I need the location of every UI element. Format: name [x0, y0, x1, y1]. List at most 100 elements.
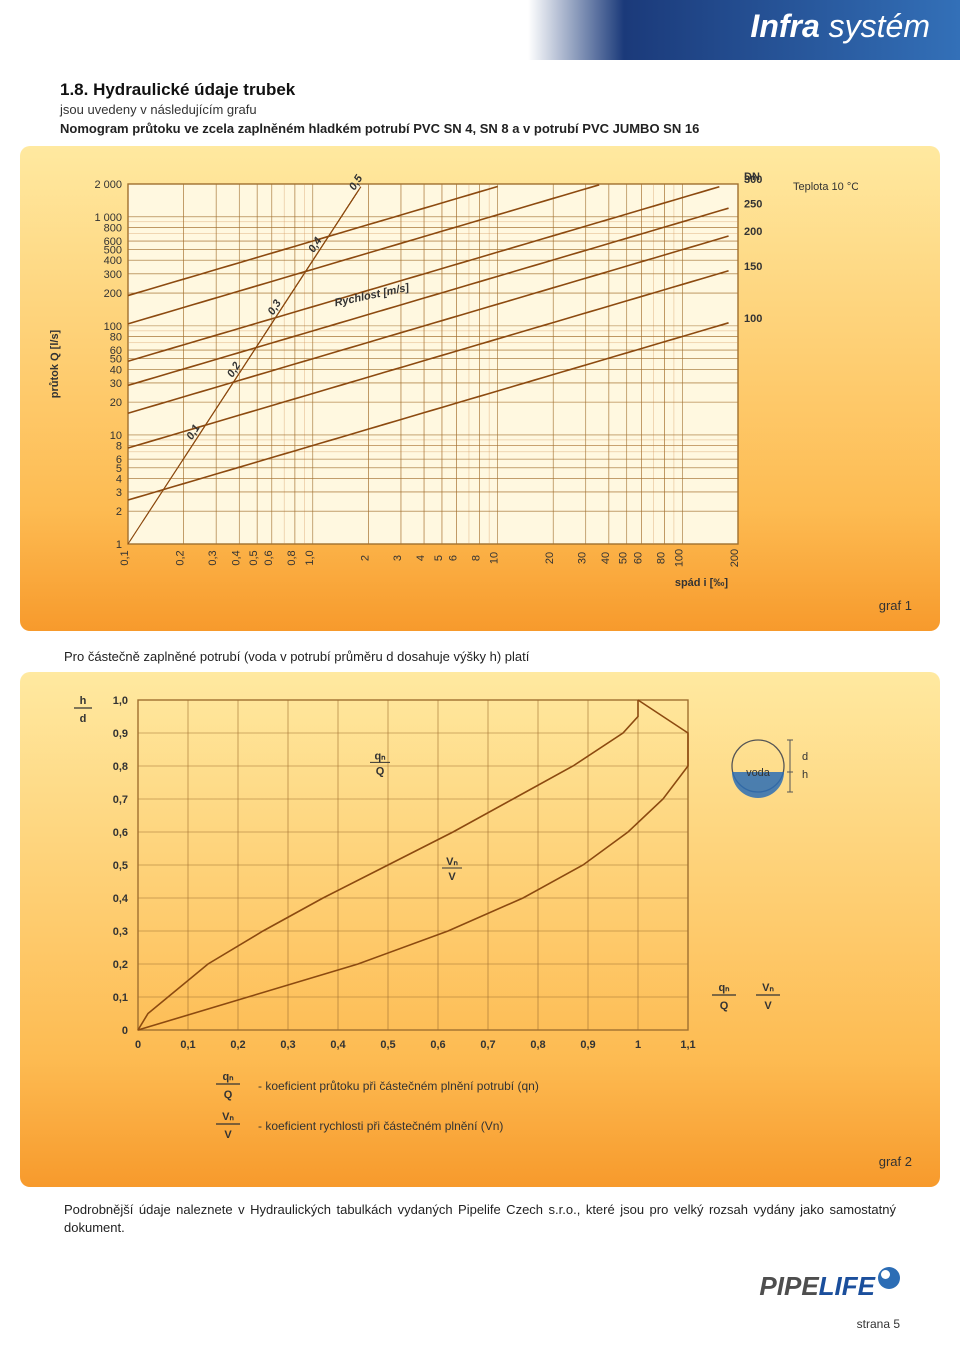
svg-text:průtok Q [l/s]: průtok Q [l/s] [49, 329, 61, 398]
svg-text:0: 0 [135, 1039, 141, 1051]
svg-text:60: 60 [110, 345, 122, 357]
svg-text:50: 50 [618, 552, 630, 564]
svg-text:100: 100 [673, 549, 685, 567]
svg-text:spád i [‰]: spád i [‰] [675, 577, 729, 589]
svg-text:3: 3 [392, 555, 404, 561]
svg-text:80: 80 [655, 552, 667, 564]
page-footer: PIPELIFE strana 5 [0, 1267, 960, 1357]
svg-text:DN: DN [744, 171, 760, 183]
svg-text:Vₙ: Vₙ [762, 982, 774, 994]
body: 1.8. Hydraulické údaje trubek jsou uvede… [0, 60, 960, 1237]
svg-text:2: 2 [359, 555, 371, 561]
svg-text:1 000: 1 000 [94, 212, 122, 224]
svg-text:0,1: 0,1 [119, 550, 131, 565]
svg-text:8: 8 [116, 441, 122, 453]
svg-text:V: V [764, 1000, 772, 1012]
header-brand-light: systém [820, 8, 930, 44]
svg-text:voda: voda [746, 767, 771, 779]
svg-text:0,4: 0,4 [330, 1039, 346, 1051]
svg-text:0,2: 0,2 [175, 550, 187, 565]
chart1: 0,10,20,30,40,50,60,81,02345681020304050… [38, 164, 858, 594]
svg-text:1,1: 1,1 [680, 1039, 695, 1051]
svg-text:0,3: 0,3 [207, 550, 219, 565]
svg-text:0: 0 [122, 1025, 128, 1037]
svg-text:4: 4 [116, 473, 122, 485]
svg-text:2: 2 [116, 506, 122, 518]
svg-text:4: 4 [415, 555, 427, 561]
svg-text:30: 30 [110, 378, 122, 390]
header-brand-bold: Infra [750, 8, 819, 44]
svg-text:0,4: 0,4 [230, 550, 242, 565]
page-number: strana 5 [857, 1317, 900, 1331]
logo: PIPELIFE [759, 1267, 900, 1302]
svg-text:6: 6 [116, 454, 122, 466]
svg-text:0,8: 0,8 [286, 550, 298, 565]
svg-text:V: V [448, 871, 456, 883]
svg-text:5: 5 [433, 555, 445, 561]
svg-text:1: 1 [635, 1039, 641, 1051]
svg-text:30: 30 [577, 552, 589, 564]
logo-dot-icon [878, 1267, 900, 1289]
section-title: 1.8. Hydraulické údaje trubek [60, 80, 900, 100]
svg-text:d: d [802, 751, 808, 763]
svg-text:0,6: 0,6 [263, 550, 275, 565]
header-title: Infra systém [750, 8, 930, 45]
svg-text:V: V [224, 1129, 232, 1141]
chart2: 0 0,1 0,2 0,3 0,4 0,5 0,6 0,7 0,8 0,9 1 1,1 0 0,1 0,2 0… [38, 690, 858, 1150]
svg-text:0,8: 0,8 [113, 761, 128, 773]
svg-text:Q: Q [376, 765, 385, 777]
svg-text:200: 200 [729, 549, 741, 567]
svg-text:0,6: 0,6 [113, 827, 128, 839]
chart1-label: graf 1 [38, 598, 912, 613]
svg-text:1,0: 1,0 [113, 695, 128, 707]
svg-text:6: 6 [448, 555, 460, 561]
svg-text:10: 10 [110, 430, 122, 442]
svg-text:400: 400 [104, 255, 122, 267]
svg-text:0,1: 0,1 [113, 992, 128, 1004]
svg-text:1,0: 1,0 [304, 550, 316, 565]
svg-text:10: 10 [489, 552, 501, 564]
svg-text:Vₙ: Vₙ [222, 1111, 234, 1123]
svg-text:40: 40 [600, 552, 612, 564]
svg-text:2 000: 2 000 [94, 179, 122, 191]
svg-text:qₙ: qₙ [374, 750, 386, 762]
svg-text:100: 100 [104, 321, 122, 333]
svg-text:qₙ: qₙ [222, 1071, 234, 1083]
svg-text:200: 200 [104, 288, 122, 300]
chart1-title: Nomogram průtoku ve zcela zaplněném hlad… [60, 121, 900, 136]
svg-text:1: 1 [116, 539, 122, 551]
svg-text:0,3: 0,3 [280, 1039, 295, 1051]
svg-text:20: 20 [544, 552, 556, 564]
svg-text:d: d [80, 713, 87, 725]
svg-text:0,2: 0,2 [230, 1039, 245, 1051]
svg-text:- koeficient průtoku při částe: - koeficient průtoku při částečném plněn… [258, 1079, 539, 1093]
svg-text:0,9: 0,9 [113, 728, 128, 740]
svg-text:0,3: 0,3 [113, 926, 128, 938]
header-bar: Infra systém [0, 0, 960, 60]
svg-text:80: 80 [110, 331, 122, 343]
svg-text:150: 150 [744, 261, 762, 273]
svg-text:0,7: 0,7 [480, 1039, 495, 1051]
chart2-box: 0 0,1 0,2 0,3 0,4 0,5 0,6 0,7 0,8 0,9 1 1,1 0 0,1 0,2 0… [20, 672, 940, 1187]
chart2-label: graf 2 [38, 1154, 912, 1169]
svg-text:0,5: 0,5 [248, 550, 260, 565]
svg-text:0,1: 0,1 [180, 1039, 195, 1051]
svg-text:100: 100 [744, 313, 762, 325]
svg-text:600: 600 [104, 236, 122, 248]
page: Infra systém 1.8. Hydraulické údaje trub… [0, 0, 960, 1357]
svg-text:Q: Q [224, 1089, 233, 1101]
svg-text:20: 20 [110, 397, 122, 409]
svg-text:0,2: 0,2 [113, 959, 128, 971]
svg-text:Vₙ: Vₙ [446, 856, 458, 868]
svg-text:8: 8 [471, 555, 483, 561]
svg-text:0,5: 0,5 [113, 860, 128, 872]
svg-text:h: h [80, 695, 87, 707]
svg-text:200: 200 [744, 226, 762, 238]
svg-text:0,6: 0,6 [430, 1039, 445, 1051]
chart1-box: 0,10,20,30,40,50,60,81,02345681020304050… [20, 146, 940, 631]
foot-text: Podrobnější údaje naleznete v Hydraulick… [64, 1201, 896, 1237]
svg-text:- koeficient rychlosti při čás: - koeficient rychlosti při částečném pln… [258, 1119, 503, 1133]
logo-pipe: PIPE [759, 1271, 818, 1301]
logo-life: LIFE [819, 1271, 875, 1301]
svg-text:0,4: 0,4 [113, 893, 129, 905]
